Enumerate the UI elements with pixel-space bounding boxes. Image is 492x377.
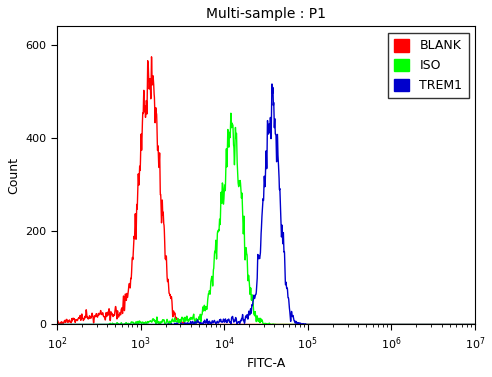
TREM1 [215,319,220,323]
TREM1 [54,322,60,327]
TREM1 [472,322,478,327]
BLANK [56,322,62,327]
BLANK [54,319,60,323]
ISO [126,322,132,327]
BLANK [233,322,239,327]
ISO [464,322,470,327]
BLANK [215,322,220,327]
TREM1 [269,82,275,86]
BLANK [464,322,470,327]
ISO [472,322,478,327]
Line: ISO: ISO [57,113,475,325]
Title: Multi-sample : P1: Multi-sample : P1 [206,7,326,21]
BLANK [419,322,425,327]
TREM1 [126,322,132,327]
TREM1 [464,322,470,327]
Line: BLANK: BLANK [57,57,475,325]
ISO [215,234,220,238]
ISO [228,111,234,115]
BLANK [102,315,108,320]
Y-axis label: Count: Count [7,157,20,194]
ISO [419,322,425,327]
ISO [102,322,108,327]
TREM1 [232,316,238,321]
BLANK [149,55,154,59]
X-axis label: FITC-A: FITC-A [246,357,285,370]
Legend: BLANK, ISO, TREM1: BLANK, ISO, TREM1 [388,32,468,98]
TREM1 [419,322,425,327]
ISO [233,125,239,130]
ISO [54,322,60,327]
TREM1 [102,322,108,327]
Line: TREM1: TREM1 [57,84,475,325]
BLANK [472,322,478,327]
BLANK [126,281,132,286]
